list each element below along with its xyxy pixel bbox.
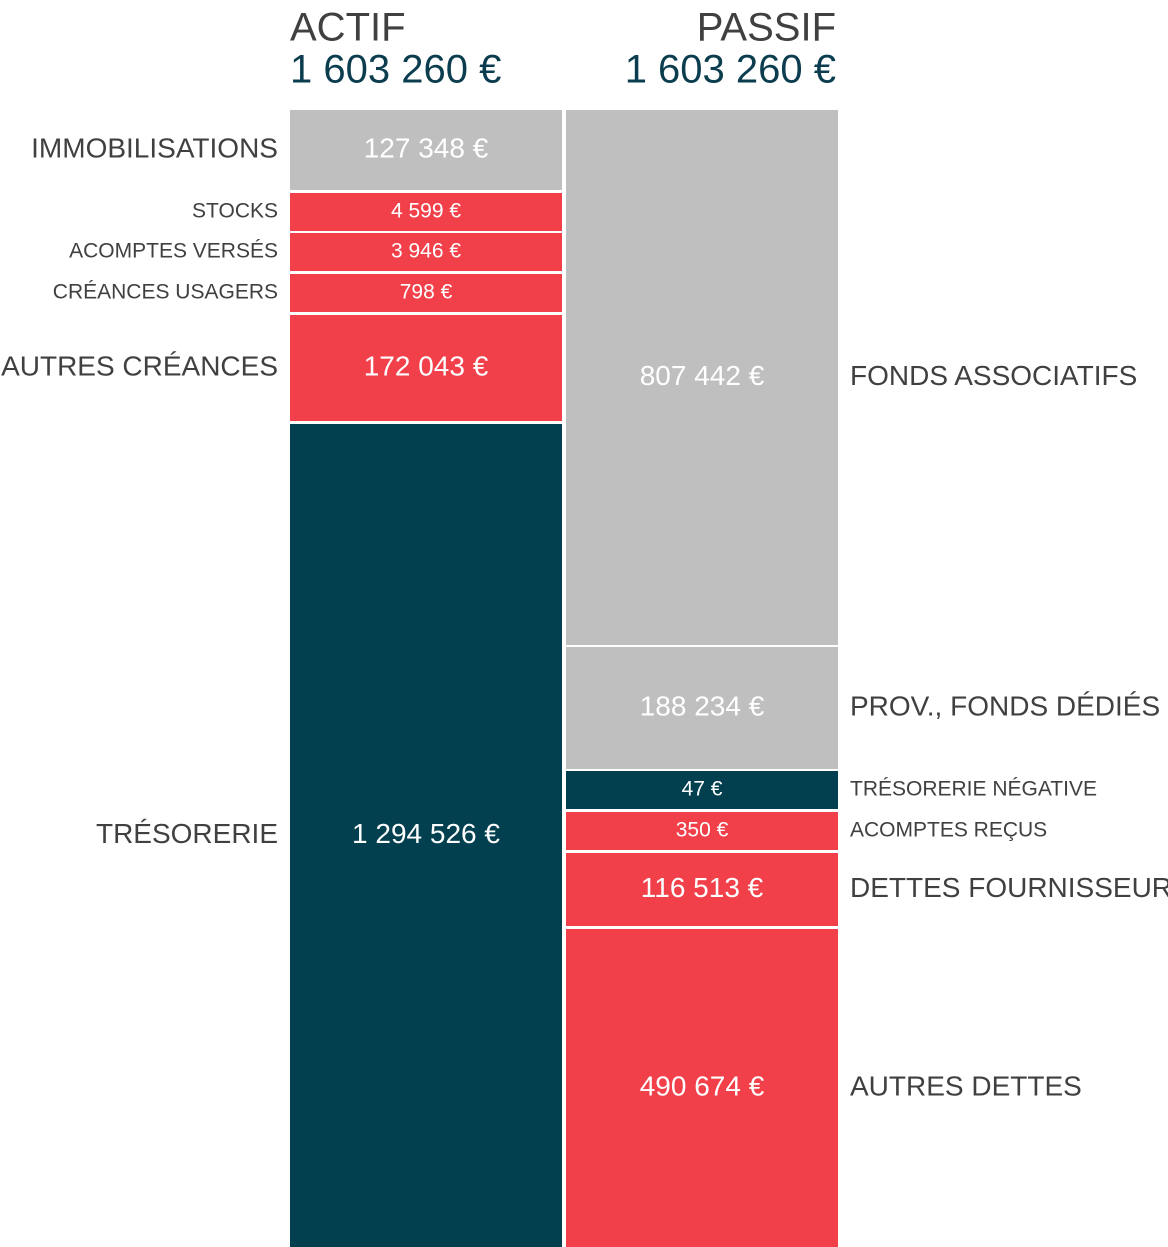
block-amount: 127 348 € [364, 132, 489, 163]
block-amount: 3 946 € [391, 240, 461, 263]
block-label: ACOMPTES REÇUS [850, 819, 1047, 842]
block-label: IMMOBILISATIONS [31, 132, 278, 163]
block-label: ACOMPTES VERSÉS [69, 240, 278, 263]
block-amount: 47 € [682, 778, 723, 801]
block [566, 771, 838, 809]
block-amount: 116 513 € [641, 872, 764, 903]
block-label: TRÉSORERIE [96, 818, 278, 849]
block [290, 193, 562, 231]
block-label: AUTRES CRÉANCES [1, 350, 278, 381]
passif-total: 1 603 260 € [625, 48, 836, 92]
block-amount: 350 € [676, 819, 729, 842]
block-label: FONDS ASSOCIATIFS [850, 360, 1137, 391]
block-label: AUTRES DETTES [850, 1070, 1082, 1101]
block-amount: 490 674 € [640, 1070, 765, 1101]
block [290, 274, 562, 312]
block-amount: 1 294 526 € [352, 818, 500, 849]
block-label: DETTES FOURNISSEURS [850, 872, 1168, 903]
actif-title: ACTIF [290, 6, 406, 50]
block [290, 110, 562, 190]
block [290, 315, 562, 421]
block-amount: 172 043 € [364, 350, 489, 381]
block-label: PROV., FONDS DÉDIÉS [850, 690, 1160, 721]
block [566, 812, 838, 850]
actif-total: 1 603 260 € [290, 48, 501, 92]
passif-title: PASSIF [697, 6, 836, 50]
block-label: TRÉSORERIE NÉGATIVE [850, 778, 1097, 801]
block-amount: 4 599 € [391, 200, 461, 223]
block-label: CRÉANCES USAGERS [53, 281, 278, 304]
block [290, 233, 562, 271]
block-amount: 807 442 € [640, 360, 765, 391]
block [566, 110, 838, 645]
block [290, 424, 562, 1247]
block [566, 853, 838, 926]
block-label: STOCKS [192, 200, 278, 223]
block-amount: 798 € [400, 281, 453, 304]
block [566, 929, 838, 1247]
block-amount: 188 234 € [640, 690, 765, 721]
block [566, 647, 838, 769]
